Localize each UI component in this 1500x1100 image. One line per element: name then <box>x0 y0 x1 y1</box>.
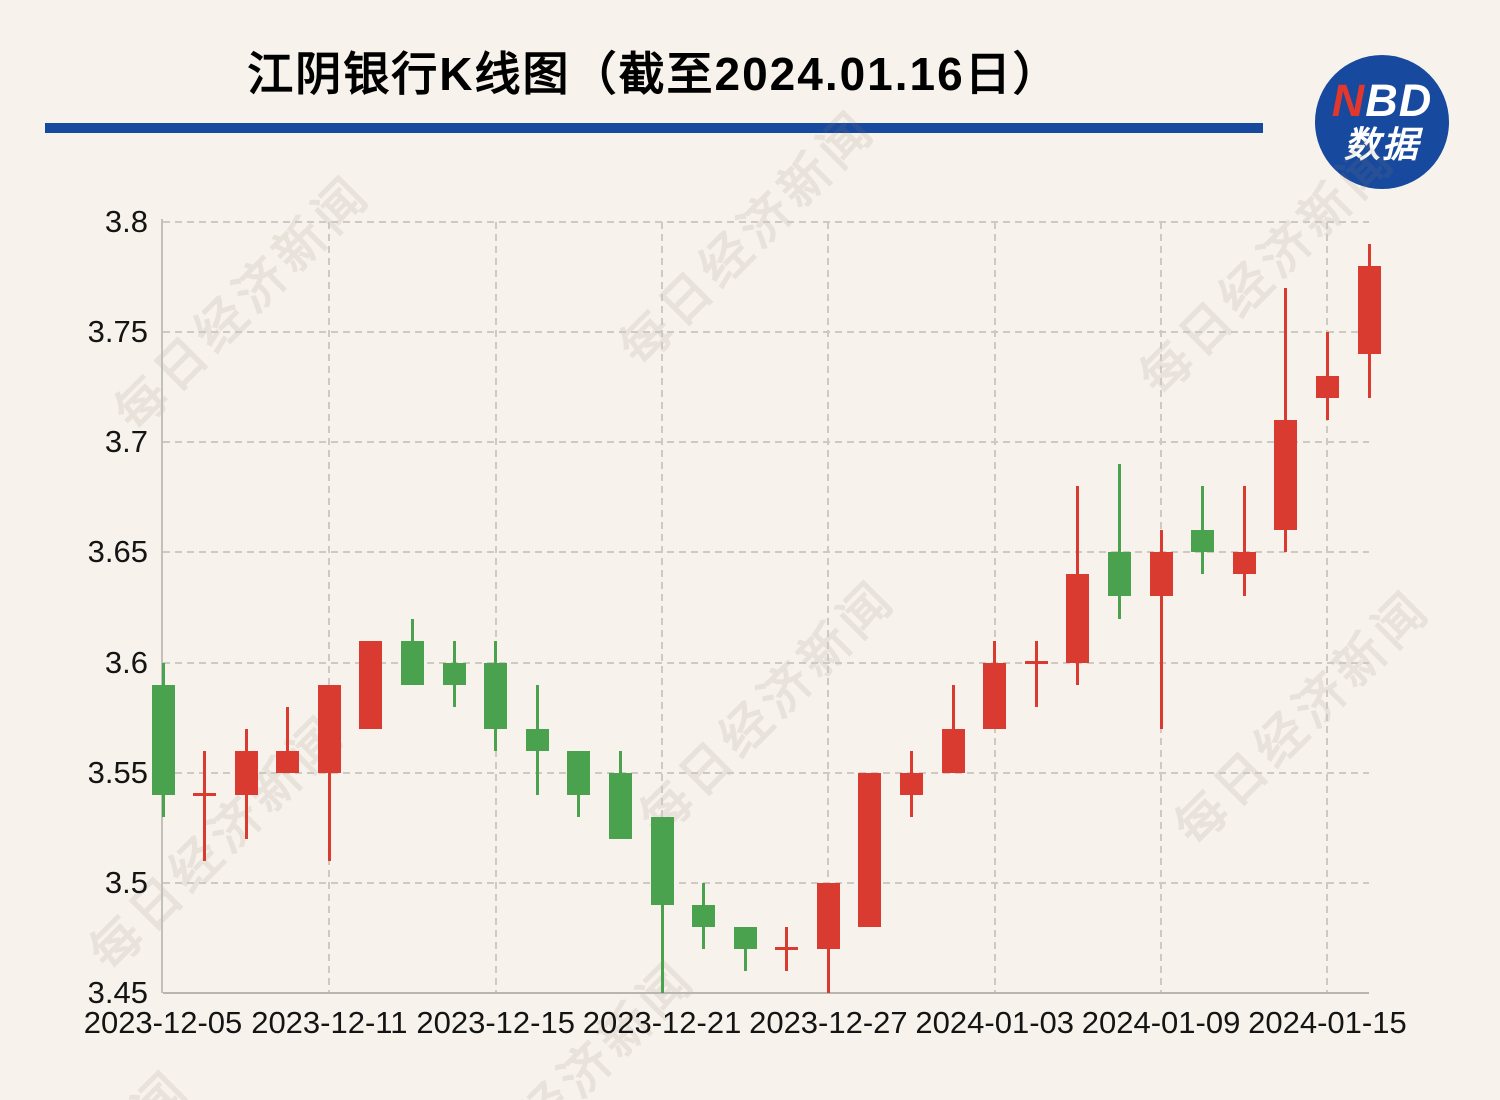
watermark: 每日经济新闻 <box>1129 129 1407 407</box>
h-gridline <box>163 771 1369 774</box>
x-tick-label: 2024-01-03 <box>915 1005 1075 1040</box>
candle-body <box>858 772 882 927</box>
candle-body <box>1357 266 1381 355</box>
candle-body <box>1149 552 1173 597</box>
v-gridline <box>993 222 996 993</box>
candle-wick <box>1117 464 1121 619</box>
candle-body <box>1066 574 1090 663</box>
candle-body <box>733 926 757 949</box>
y-tick-label: 3.8 <box>104 204 148 239</box>
v-gridline <box>328 222 331 993</box>
v-gridline <box>1326 222 1329 993</box>
candle-body <box>1191 530 1215 553</box>
candle-body <box>193 793 217 797</box>
y-tick-label: 3.7 <box>104 424 148 460</box>
candle-body <box>775 947 799 951</box>
candle-body <box>317 684 341 773</box>
nbd-logo-bd: BD <box>1365 74 1433 126</box>
candle-body <box>608 772 632 839</box>
y-tick-label: 3.6 <box>104 644 148 680</box>
x-tick-label: 2024-01-15 <box>1248 1005 1407 1040</box>
y-tick-label: 3.65 <box>87 534 148 570</box>
candle-wick <box>1284 288 1288 553</box>
x-tick-label: 2023-12-27 <box>749 1005 908 1040</box>
candle-wick <box>203 750 207 861</box>
candle-wick <box>951 684 955 773</box>
candle-body <box>567 750 591 795</box>
watermark: 每日经济新闻 <box>0 1051 204 1100</box>
y-tick-label: 3.45 <box>87 975 148 1010</box>
title-divider <box>45 123 1263 133</box>
h-gridline <box>163 881 1369 884</box>
watermark: 每日经济新闻 <box>1164 579 1442 857</box>
nbd-logo-n: N <box>1331 74 1366 126</box>
x-tick-label: 2023-12-15 <box>416 1005 575 1040</box>
candle-body <box>692 904 716 927</box>
v-gridline <box>661 222 664 993</box>
x-tick-label: 2023-12-21 <box>582 1005 742 1040</box>
h-gridline <box>163 551 1369 554</box>
candle-body <box>401 640 425 685</box>
h-gridline <box>163 661 1369 664</box>
nbd-logo-subtext: 数据 <box>1343 123 1420 165</box>
candle-body <box>816 882 840 949</box>
watermark: 每日经济新闻 <box>104 164 382 442</box>
y-axis-line <box>161 219 163 993</box>
candle-body <box>234 750 258 795</box>
candle-wick <box>660 816 664 993</box>
candle-body <box>983 662 1007 729</box>
candle-body <box>151 684 175 795</box>
candle-wick <box>1201 486 1205 575</box>
nbd-logo: NBD 数据 <box>1315 55 1449 189</box>
candle-body <box>525 728 549 751</box>
candle-wick <box>286 706 290 773</box>
candle-body <box>650 816 674 905</box>
candle-body <box>1274 420 1298 531</box>
x-axis-line <box>163 992 1369 994</box>
candle-body <box>359 640 383 729</box>
x-tick-label: 2023-12-05 <box>83 1005 243 1040</box>
x-tick-label: 2023-12-11 <box>251 1005 408 1040</box>
candle-body <box>1107 552 1131 597</box>
candle-wick <box>1242 486 1246 597</box>
candle-body <box>941 728 965 773</box>
watermark: 每日经济新闻 <box>609 99 887 377</box>
page-title: 江阴银行K线图（截至2024.01.16日） <box>247 48 1061 100</box>
v-gridline <box>827 222 830 993</box>
candle-body <box>1232 552 1256 575</box>
candle-wick <box>327 684 331 861</box>
x-tick-label: 2024-01-09 <box>1081 1005 1241 1040</box>
h-gridline <box>163 441 1369 444</box>
candle-wick <box>1034 640 1038 707</box>
y-tick-label: 3.55 <box>87 754 148 790</box>
candle-wick <box>1159 530 1163 729</box>
candle-wick <box>743 926 747 971</box>
y-tick-label: 3.5 <box>104 864 148 900</box>
v-gridline <box>494 222 497 993</box>
h-gridline <box>163 221 1369 223</box>
candle-body <box>1024 661 1048 665</box>
candle-body <box>484 662 508 729</box>
candle-body <box>276 750 300 773</box>
h-gridline <box>163 331 1369 334</box>
y-tick-label: 3.75 <box>87 314 148 350</box>
candle-body <box>1315 376 1339 399</box>
watermark: 每日经济新闻 <box>79 704 357 982</box>
candle-body <box>442 662 466 685</box>
candle-body <box>900 772 924 795</box>
nbd-logo-text: NBD <box>1332 78 1433 123</box>
